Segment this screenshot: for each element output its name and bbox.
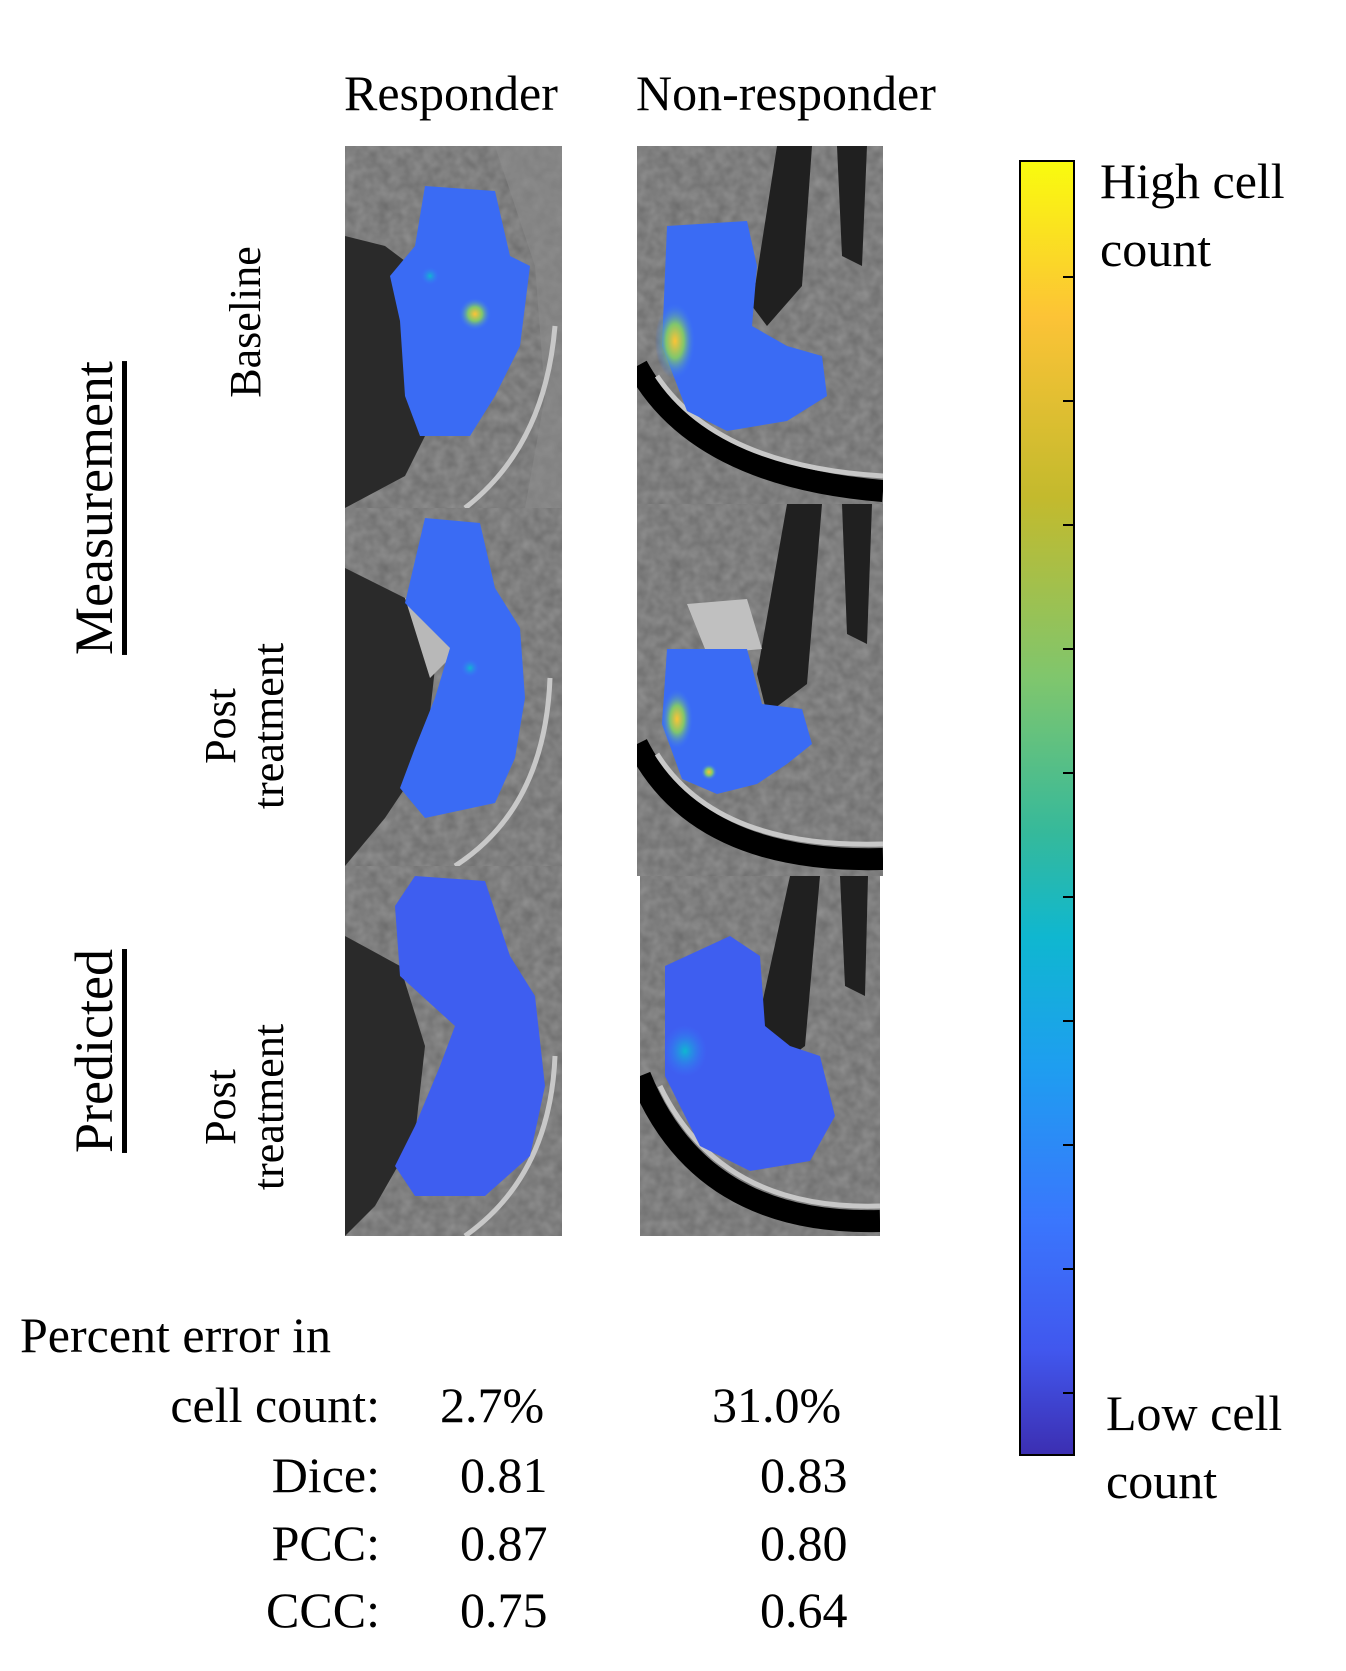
row-label-line: treatment — [244, 642, 294, 810]
metrics-heading: Percent error in — [20, 1307, 331, 1363]
colorbar-tick — [1063, 1392, 1073, 1394]
row-label-post-treatment-predicted: Post treatment — [196, 997, 297, 1217]
colorbar-high-line: High cell — [1100, 153, 1285, 209]
colorbar-tick — [1063, 1020, 1073, 1022]
colorbar-high-line: count — [1100, 220, 1212, 277]
colorbar-low-line: count — [1106, 1452, 1218, 1509]
metric-value-responder: 2.7% — [440, 1377, 545, 1433]
column-title-responder: Responder — [344, 65, 558, 121]
metric-value-non-responder: 31.0% — [712, 1377, 842, 1433]
row-label-baseline: Baseline — [221, 246, 270, 398]
colorbar — [1019, 160, 1075, 1456]
colorbar-tick — [1063, 772, 1073, 774]
colorbar-tick — [1063, 276, 1073, 278]
panel-nonresponder-post — [637, 504, 883, 876]
colorbar-tick — [1063, 1268, 1073, 1270]
metric-value-responder: 0.75 — [460, 1582, 548, 1638]
panel-nonresponder-predicted — [640, 876, 880, 1236]
panel-nonresponder-baseline — [637, 146, 883, 504]
row-label-line: treatment — [244, 1023, 294, 1191]
colorbar-tick — [1063, 400, 1073, 402]
row-label-post-treatment-measured: Post treatment — [196, 616, 297, 836]
row-label-line: Post — [196, 1069, 245, 1145]
metric-value-responder: 0.81 — [460, 1447, 548, 1503]
colorbar-tick — [1063, 648, 1073, 650]
metric-label: CCC: — [266, 1582, 380, 1638]
colorbar-low-label: Low cell count — [1106, 1380, 1282, 1515]
colorbar-tick — [1063, 896, 1073, 898]
metric-label: Dice: — [271, 1447, 380, 1503]
panel-responder-predicted — [345, 866, 562, 1236]
colorbar-tick — [1063, 524, 1073, 526]
column-title-non-responder: Non-responder — [636, 65, 936, 121]
metric-label: cell count: — [170, 1377, 380, 1433]
group-label-measurement: Measurement — [64, 361, 124, 655]
metric-value-non-responder: 0.80 — [760, 1515, 848, 1571]
colorbar-low-line: Low cell — [1106, 1385, 1283, 1441]
colorbar-tick — [1063, 1144, 1073, 1146]
metric-value-non-responder: 0.64 — [760, 1582, 848, 1638]
panel-responder-post — [345, 508, 562, 866]
metric-label: PCC: — [271, 1515, 380, 1571]
colorbar-high-label: High cell count — [1100, 148, 1285, 283]
row-label-line: Post — [196, 688, 245, 764]
metric-value-responder: 0.87 — [460, 1515, 548, 1571]
group-label-predicted: Predicted — [64, 949, 124, 1153]
panel-responder-baseline — [345, 146, 562, 508]
metric-value-non-responder: 0.83 — [760, 1447, 848, 1503]
